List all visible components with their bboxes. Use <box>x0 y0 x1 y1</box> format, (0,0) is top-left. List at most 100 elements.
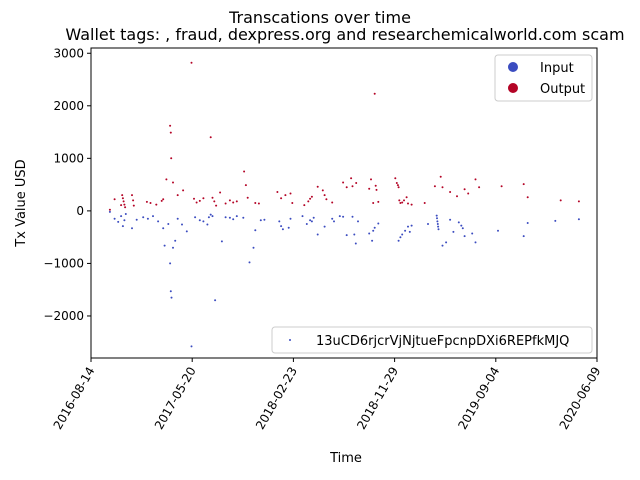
output-point <box>310 195 313 198</box>
input-point <box>474 241 477 244</box>
output-point <box>478 186 481 189</box>
y-axis-label: Tx Value USD <box>14 159 29 247</box>
output-point <box>395 182 398 184</box>
input-point <box>436 223 439 225</box>
output-point <box>213 200 216 203</box>
input-point <box>117 220 120 223</box>
output-point <box>276 191 279 193</box>
input-point <box>377 222 380 225</box>
input-point <box>399 236 402 239</box>
input-point <box>471 232 474 235</box>
output-point <box>368 187 371 190</box>
output-point <box>124 206 127 209</box>
output-point <box>522 183 525 186</box>
input-point <box>131 227 133 230</box>
output-point <box>394 177 397 180</box>
input-point <box>289 217 292 220</box>
output-point <box>120 204 123 207</box>
input-point <box>163 244 166 247</box>
legend-main: Input Output <box>494 54 593 102</box>
output-point <box>228 199 231 202</box>
input-point <box>372 229 375 232</box>
input-point <box>441 244 444 247</box>
input-point <box>305 223 308 225</box>
input-point <box>554 219 557 222</box>
output-point <box>170 157 173 160</box>
output-point <box>132 204 135 207</box>
y-tick-label: 0 <box>76 204 84 218</box>
input-point <box>121 225 124 228</box>
output-point <box>373 92 376 95</box>
x-axis-label: Time <box>329 451 362 466</box>
input-point <box>312 216 315 219</box>
input-point <box>408 230 411 233</box>
output-point <box>331 201 334 204</box>
input-point <box>198 219 201 222</box>
input-point <box>228 216 231 219</box>
output-point <box>351 185 354 188</box>
legend-output-marker <box>508 83 518 93</box>
output-point <box>396 184 399 187</box>
input-point <box>463 235 466 238</box>
input-point <box>368 232 371 235</box>
input-point <box>142 216 145 219</box>
input-point <box>278 220 281 223</box>
output-point <box>155 203 158 206</box>
input-point <box>351 215 354 218</box>
input-point <box>522 235 525 238</box>
output-point <box>257 202 260 205</box>
output-point <box>209 136 212 139</box>
output-point <box>169 131 172 134</box>
output-point <box>160 199 163 202</box>
output-point <box>202 197 205 200</box>
input-point <box>207 216 210 219</box>
output-point <box>449 191 452 193</box>
output-point <box>244 184 247 187</box>
input-point <box>281 228 284 231</box>
legend-output-label: Output <box>540 82 585 97</box>
output-point <box>370 178 372 181</box>
output-point <box>399 202 402 204</box>
output-point <box>215 204 218 207</box>
input-point <box>435 214 438 217</box>
plot-area-frame <box>90 47 598 359</box>
input-point <box>170 296 173 299</box>
input-point <box>342 215 345 218</box>
input-point <box>404 229 407 232</box>
y-tick-label: 2000 <box>53 99 84 113</box>
input-point <box>497 229 499 232</box>
output-point <box>456 195 458 198</box>
output-point <box>162 198 165 201</box>
output-point <box>219 191 222 194</box>
output-point <box>410 203 413 206</box>
output-point <box>559 199 562 202</box>
chart-subtitle: Wallet tags: , fraud, dexpress.org and r… <box>65 25 624 44</box>
output-point <box>500 185 503 188</box>
output-point <box>132 199 135 202</box>
input-point <box>427 223 429 225</box>
input-point <box>123 219 126 222</box>
output-point <box>355 182 358 184</box>
output-point <box>345 186 348 189</box>
input-point <box>316 233 319 236</box>
output-point <box>123 203 126 206</box>
output-point <box>374 184 377 187</box>
output-point <box>291 202 294 204</box>
output-point <box>243 170 246 173</box>
output-point <box>176 194 179 197</box>
input-point <box>174 239 177 242</box>
input-point <box>235 215 238 218</box>
output-point <box>375 188 378 191</box>
legend-wallet-label: 13uCD6rjcrVjNjtueFpcnpDXi6REPfkMJQ <box>316 334 569 349</box>
input-point <box>162 227 165 230</box>
output-point <box>407 202 409 205</box>
output-point <box>401 201 404 204</box>
input-point <box>242 216 245 219</box>
input-point <box>135 218 138 221</box>
points-layer <box>108 61 580 348</box>
output-point <box>235 200 238 203</box>
input-point <box>181 223 183 226</box>
input-point <box>371 239 374 242</box>
input-point <box>345 234 348 237</box>
